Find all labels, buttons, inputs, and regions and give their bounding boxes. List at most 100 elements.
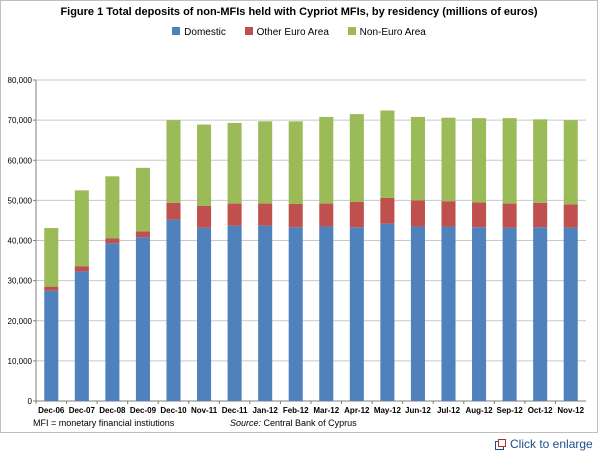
enlarge-label: Click to enlarge [510,437,593,451]
bar-non-euro-area [563,120,578,205]
x-tick-label: Dec-11 [222,406,248,415]
bar-non-euro-area [44,228,59,287]
bar-domestic [472,227,487,401]
bar-domestic [288,227,303,401]
chart-title: Figure 1 Total deposits of non-MFIs held… [60,6,538,18]
bar-other-euro-area [410,200,425,227]
bar-non-euro-area [227,122,242,204]
mfi-note: MFI = monetary financial instiutions [33,418,175,428]
bar-other-euro-area [533,202,548,228]
enlarge-icon [495,439,506,450]
x-tick-label: Feb-12 [283,406,309,415]
bar-domestic [380,223,395,401]
bar-domestic [105,243,120,401]
bar-other-euro-area [258,203,273,226]
x-tick-label: Dec-10 [160,406,187,415]
bar-domestic [166,219,181,401]
source-label: Source: [230,418,262,428]
y-tick-label: 60,000 [8,156,33,165]
bar-domestic [227,225,242,401]
bar-non-euro-area [472,118,487,203]
bar-other-euro-area [227,203,242,226]
y-tick-label: 70,000 [8,116,33,125]
legend-swatch-domestic [172,27,181,35]
legend-label-non-euro-area: Non-Euro Area [359,27,426,38]
source-note: Source: Central Bank of Cyprus [230,418,357,428]
legend-swatch-other-euro-area [244,27,253,35]
legend-item-other-euro-area: Other Euro Area [244,27,329,38]
chart-legend: Domestic Other Euro Area Non-Euro Area [0,27,598,38]
x-tick-label: May-12 [374,406,402,415]
bar-non-euro-area [319,116,334,204]
bar-non-euro-area [166,120,181,203]
bar-other-euro-area [502,203,517,228]
bar-non-euro-area [349,114,364,202]
x-tick-label: Dec-07 [69,406,96,415]
bar-non-euro-area [197,124,212,206]
bar-domestic [441,226,456,401]
bar-non-euro-area [410,116,425,201]
x-tick-label: Apr-12 [344,406,370,415]
y-tick-label: 20,000 [8,317,33,326]
bar-non-euro-area [288,121,303,204]
legend-swatch-non-euro-area [347,27,356,35]
legend-item-non-euro-area: Non-Euro Area [347,27,426,38]
bar-domestic [197,227,212,401]
x-tick-label: Nov-12 [557,406,584,415]
x-tick-label: Nov-11 [191,406,218,415]
bar-domestic [563,227,578,401]
bar-other-euro-area [197,205,212,228]
y-tick-label: 30,000 [8,277,33,286]
bar-domestic [533,227,548,401]
legend-item-domestic: Domestic [172,27,226,38]
x-tick-label: Jun-12 [405,406,431,415]
bar-other-euro-area [74,266,89,272]
x-tick-label: Aug-12 [465,406,493,415]
bar-domestic [502,227,517,401]
x-tick-label: Sep-12 [496,406,523,415]
bar-non-euro-area [74,190,89,267]
stacked-bar-chart: 0 10,000 20,000 30,000 40,000 50,000 60,000 70,… [8,76,586,415]
bar-domestic [135,237,150,401]
bar-non-euro-area [380,110,395,198]
x-tick-label: Dec-08 [99,406,126,415]
y-tick-label: 80,000 [8,76,33,85]
click-to-enlarge-link[interactable]: Click to enlarge [495,437,593,451]
y-tick-label: 10,000 [8,357,33,366]
bar-domestic [44,290,59,401]
chart-notes: MFI = monetary financial instiutions Sou… [33,418,357,428]
bar-other-euro-area [319,203,334,227]
bar-other-euro-area [135,231,150,238]
bar-domestic [74,271,89,401]
bar-other-euro-area [563,204,578,228]
y-tick-label: 0 [28,397,33,406]
bar-non-euro-area [258,121,273,204]
x-tick-label: Jan-12 [252,406,278,415]
bar-domestic [349,227,364,401]
bar-domestic [258,225,273,401]
bar-other-euro-area [380,197,395,224]
bar-other-euro-area [44,286,59,291]
legend-label-domestic: Domestic [184,27,226,38]
bar-other-euro-area [472,202,487,228]
bar-other-euro-area [105,238,120,244]
y-tick-label: 40,000 [8,237,33,246]
x-tick-label: Mar-12 [313,406,339,415]
bar-other-euro-area [166,202,181,220]
bar-other-euro-area [349,201,364,228]
legend-label-other-euro-area: Other Euro Area [256,27,329,38]
x-tick-label: Dec-06 [38,406,65,415]
bar-domestic [410,226,425,401]
bar-non-euro-area [105,176,120,239]
source-text: Central Bank of Cyprus [261,418,357,428]
bar-domestic [319,226,334,401]
x-tick-label: Jul-12 [437,406,461,415]
bar-other-euro-area [288,203,303,228]
bar-non-euro-area [441,117,456,202]
bar-non-euro-area [502,118,517,204]
bar-non-euro-area [135,167,150,232]
x-tick-label: Oct-12 [528,406,553,415]
x-tick-label: Dec-09 [130,406,157,415]
y-tick-label: 50,000 [8,196,33,205]
bar-other-euro-area [441,201,456,227]
